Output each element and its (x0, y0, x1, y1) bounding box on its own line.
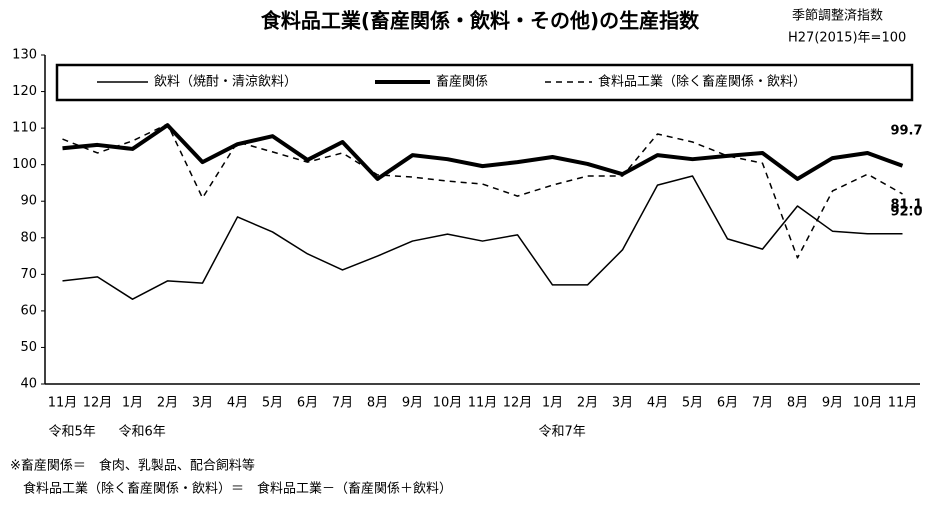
x-tick-label: 2月 (577, 396, 598, 411)
x-tick-label: 4月 (227, 396, 248, 411)
x-tick-label: 2月 (157, 396, 178, 411)
x-tick-label: 3月 (612, 396, 633, 411)
y-tick-label: 110 (12, 121, 37, 136)
x-tick-label: 7月 (752, 396, 773, 411)
y-tick-label: 100 (12, 157, 37, 172)
legend-box (55, 63, 914, 102)
x-tick-label: 9月 (822, 396, 843, 411)
x-tick-label: 12月 (503, 396, 533, 411)
year-label: 令和7年 (539, 425, 586, 440)
x-tick-label: 8月 (787, 396, 808, 411)
data-label: 81.1 (890, 197, 922, 212)
note: 季節調整済指数 (792, 8, 883, 24)
x-tick-label: 5月 (262, 396, 283, 411)
y-tick-label: 90 (20, 194, 37, 209)
year-label: 令和6年 (119, 425, 166, 440)
y-tick-label: 130 (12, 48, 37, 63)
year-label: 令和5年 (49, 425, 96, 440)
y-tick-label: 80 (20, 230, 37, 245)
y-tick-label: 120 (12, 84, 37, 99)
x-tick-label: 12月 (83, 396, 113, 411)
data-label: 99.7 (890, 123, 922, 138)
y-tick-label: 60 (20, 303, 37, 318)
footnote: ※畜産関係＝ 食肉、乳製品、配合飼料等 (10, 458, 255, 474)
y-tick-label: 50 (20, 340, 37, 355)
legend-label: 畜産関係 (436, 74, 488, 90)
series-line (62, 123, 903, 259)
chart-title: 食料品工業(畜産関係・飲料・その他)の生産指数 (261, 9, 700, 33)
data-label: 92.0 (890, 204, 922, 219)
x-tick-label: 10月 (433, 396, 463, 411)
x-tick-label: 8月 (367, 396, 388, 411)
x-tick-label: 5月 (682, 396, 703, 411)
y-tick-label: 40 (20, 377, 37, 392)
x-tick-label: 10月 (853, 396, 883, 411)
x-tick-label: 6月 (717, 396, 738, 411)
series-line (62, 175, 903, 300)
footnote: 食料品工業（除く畜産関係・飲料）＝ 食料品工業－（畜産関係＋飲料） (10, 481, 452, 497)
x-tick-label: 11月 (48, 396, 78, 411)
y-tick-label: 70 (20, 267, 37, 282)
note: H27(2015)年=100 (788, 31, 906, 46)
legend-label: 食料品工業（除く畜産関係・飲料） (598, 74, 806, 90)
x-tick-label: 6月 (297, 396, 318, 411)
x-tick-label: 1月 (542, 396, 563, 411)
x-tick-label: 11月 (888, 396, 918, 411)
x-tick-label: 3月 (192, 396, 213, 411)
x-tick-label: 4月 (647, 396, 668, 411)
legend-label: 飲料（焼酎・清涼飲料） (154, 74, 297, 90)
x-tick-label: 7月 (332, 396, 353, 411)
x-tick-label: 9月 (402, 396, 423, 411)
x-tick-label: 11月 (468, 396, 498, 411)
series-line (62, 123, 904, 181)
x-tick-label: 1月 (122, 396, 143, 411)
